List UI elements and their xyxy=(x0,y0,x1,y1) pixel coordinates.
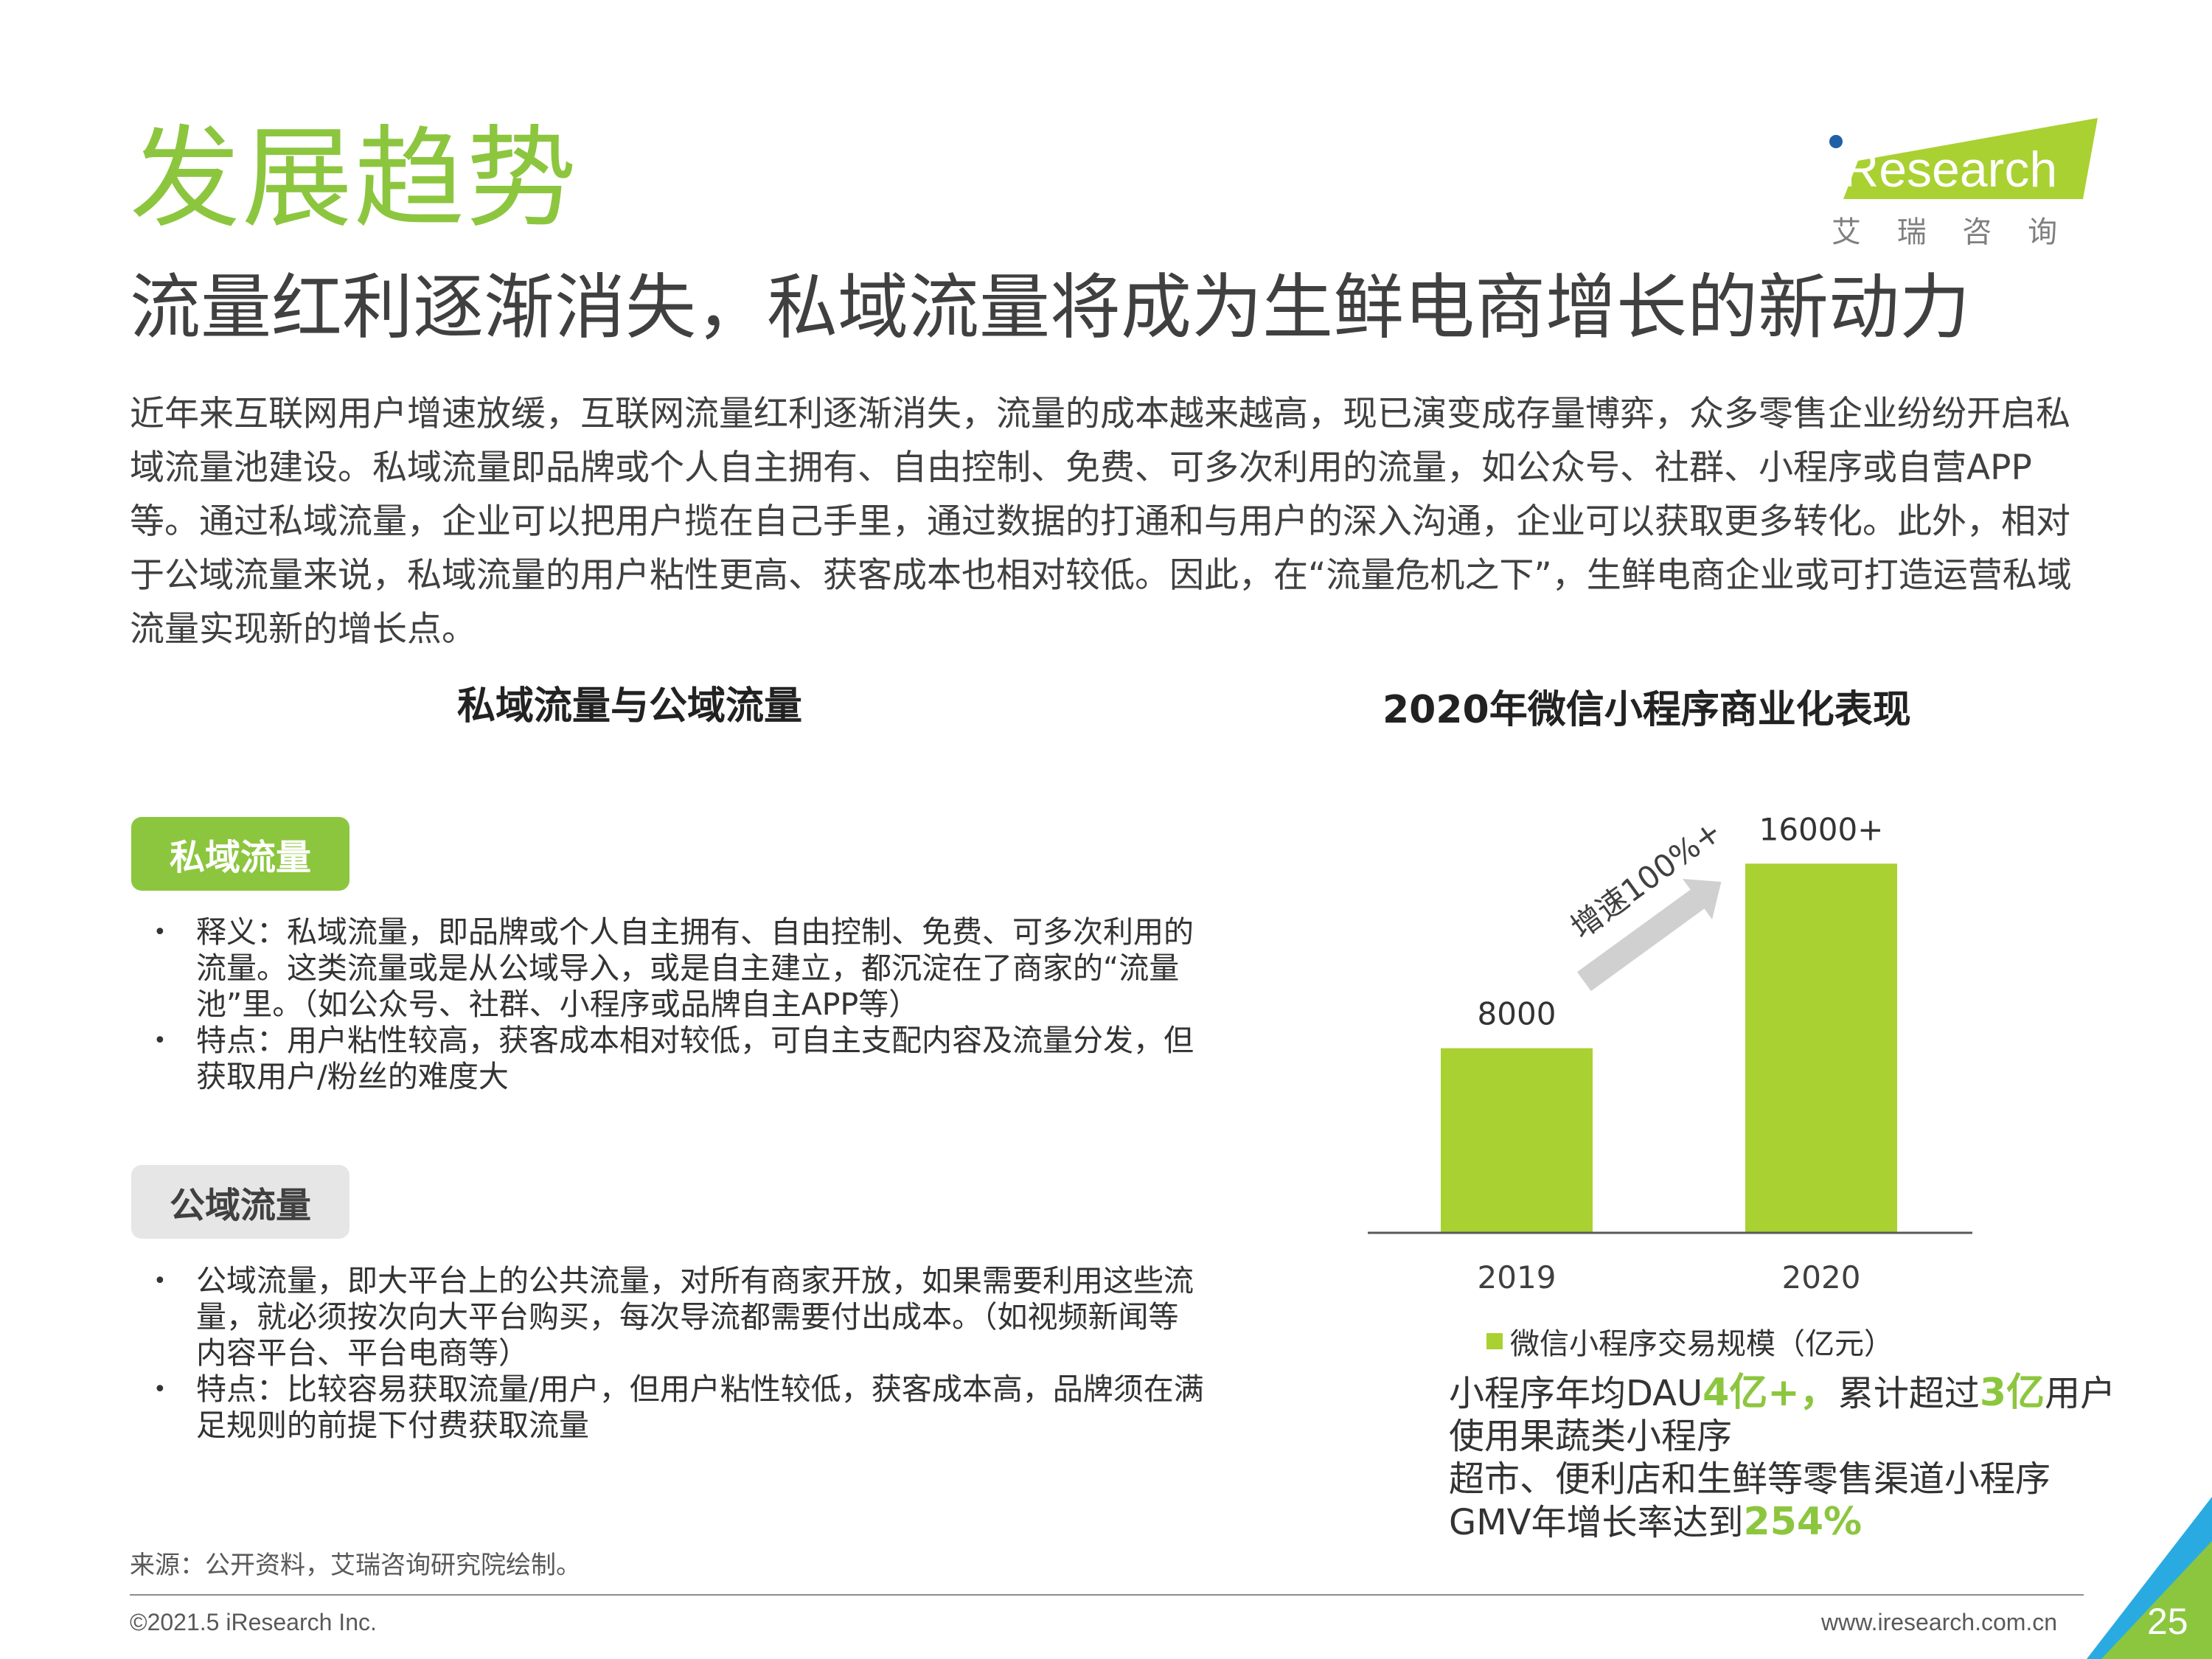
private-traffic-tag: 私域流量 xyxy=(131,817,349,891)
stats-line-4: GMV年增长率达到254% xyxy=(1449,1500,2115,1544)
stats-line-3: 超市、便利店和生鲜等零售渠道小程序 xyxy=(1449,1458,2051,1500)
public-traffic-tag: 公域流量 xyxy=(131,1165,349,1239)
section-title: 发展趋势 xyxy=(130,115,579,243)
source-note: 来源：公开资料，艾瑞咨询研究院绘制。 xyxy=(130,1551,581,1580)
stats-text: GMV年增长率达到 xyxy=(1449,1502,1744,1543)
bullet-icon: • xyxy=(153,1377,167,1402)
stats-highlight-gmv: 254% xyxy=(1743,1500,1863,1544)
bullet-icon: • xyxy=(153,919,167,945)
bar-2020 xyxy=(1745,863,1897,1233)
growth-annotation: 增速100%+ xyxy=(1564,813,1728,992)
bullet-icon: • xyxy=(153,1268,167,1294)
legend-swatch xyxy=(1486,1333,1503,1349)
list-item: • 特点：用户粘性较高，获客成本相对较低，可自主支配内容及流量分发，但获取用户/粉… xyxy=(131,1023,1208,1095)
public-bullet-features: 特点：比较容易获取流量/用户，但用户粘性较低，获客成本高，品牌须在满足规则的前提… xyxy=(196,1371,1204,1443)
iresearch-logo: iResearch 艾 瑞 咨 询 xyxy=(1829,118,2098,249)
list-item: • 公域流量，即大平台上的公共流量，对所有商家开放，如果需要利用这些流量，就必须按… xyxy=(131,1263,1208,1371)
data-label-2020: 16000+ xyxy=(1759,811,1884,847)
corner-green-shape xyxy=(2101,1541,2212,1659)
footer-divider xyxy=(130,1594,2084,1596)
bar-2019 xyxy=(1441,1048,1593,1233)
left-panel-title: 私域流量与公域流量 xyxy=(457,684,803,728)
legend-label: 微信小程序交易规模（亿元） xyxy=(1510,1327,1893,1361)
stats-line-1: 小程序年均DAU4亿+，累计超过3亿用户 xyxy=(1449,1371,2115,1415)
mini-program-stats: 小程序年均DAU4亿+，累计超过3亿用户 使用果蔬类小程序 超市、便利店和生鲜等… xyxy=(1449,1371,2115,1544)
logo-banner-shape xyxy=(1843,118,2098,199)
stats-highlight-users: 3亿 xyxy=(1979,1371,2045,1415)
private-bullet-definition: 释义：私域流量，即品牌或个人自主拥有、自由控制、免费、可多次利用的流量。这类流量… xyxy=(196,914,1194,1022)
page-number: 25 xyxy=(2147,1601,2188,1642)
growth-arrow-icon xyxy=(1576,878,1722,992)
headline: 流量红利逐渐消失，私域流量将成为生鲜电商增长的新动力 xyxy=(130,266,1970,349)
stats-text: 小程序年均DAU xyxy=(1449,1373,1703,1414)
list-item: • 释义：私域流量，即品牌或个人自主拥有、自由控制、免费、可多次利用的流量。这类流… xyxy=(131,914,1208,1023)
website-link[interactable]: www.iresearch.com.cn xyxy=(1821,1609,2058,1635)
x-tick-2019: 2019 xyxy=(1478,1259,1557,1295)
x-tick-2020: 2020 xyxy=(1782,1259,1861,1295)
right-panel-title: 2020年微信小程序商业化表现 xyxy=(1382,688,1911,732)
public-bullet-definition: 公域流量，即大平台上的公共流量，对所有商家开放，如果需要利用这些流量，就必须按次… xyxy=(196,1263,1194,1371)
logo-chinese-name: 艾 瑞 咨 询 xyxy=(1832,215,2070,249)
stats-line-2: 使用果蔬类小程序 xyxy=(1449,1416,1733,1457)
corner-decoration xyxy=(2087,1497,2212,1659)
intro-paragraph: 近年来互联网用户增速放缓，互联网流量红利逐渐消失，流量的成本越来越高，现已演变成… xyxy=(130,394,2072,650)
stats-text: 用户 xyxy=(2045,1373,2116,1414)
private-bullet-features: 特点：用户粘性较高，获客成本相对较低，可自主支配内容及流量分发，但获取用户/粉丝… xyxy=(196,1023,1194,1094)
data-label-2019: 8000 xyxy=(1478,996,1557,1032)
stats-highlight-dau: 4亿+， xyxy=(1703,1371,1838,1415)
stats-text: 累计超过 xyxy=(1837,1373,1980,1414)
private-traffic-list: • 释义：私域流量，即品牌或个人自主拥有、自由控制、免费、可多次利用的流量。这类流… xyxy=(131,914,1208,1095)
logo-brand-text: iResearch xyxy=(1832,142,2057,198)
copyright: ©2021.5 iResearch Inc. xyxy=(130,1609,377,1635)
list-item: • 特点：比较容易获取流量/用户，但用户粘性较低，获客成本高，品牌须在满足规则的前… xyxy=(131,1371,1208,1444)
chart-legend: 微信小程序交易规模（亿元） xyxy=(1486,1320,1893,1363)
bar-chart: 增速100%+ 8000 2019 16000+ 2020 xyxy=(1368,811,1972,1295)
bullet-icon: • xyxy=(153,1028,167,1054)
public-traffic-list: • 公域流量，即大平台上的公共流量，对所有商家开放，如果需要利用这些流量，就必须按… xyxy=(131,1263,1208,1444)
logo-dot-icon xyxy=(1829,135,1843,148)
